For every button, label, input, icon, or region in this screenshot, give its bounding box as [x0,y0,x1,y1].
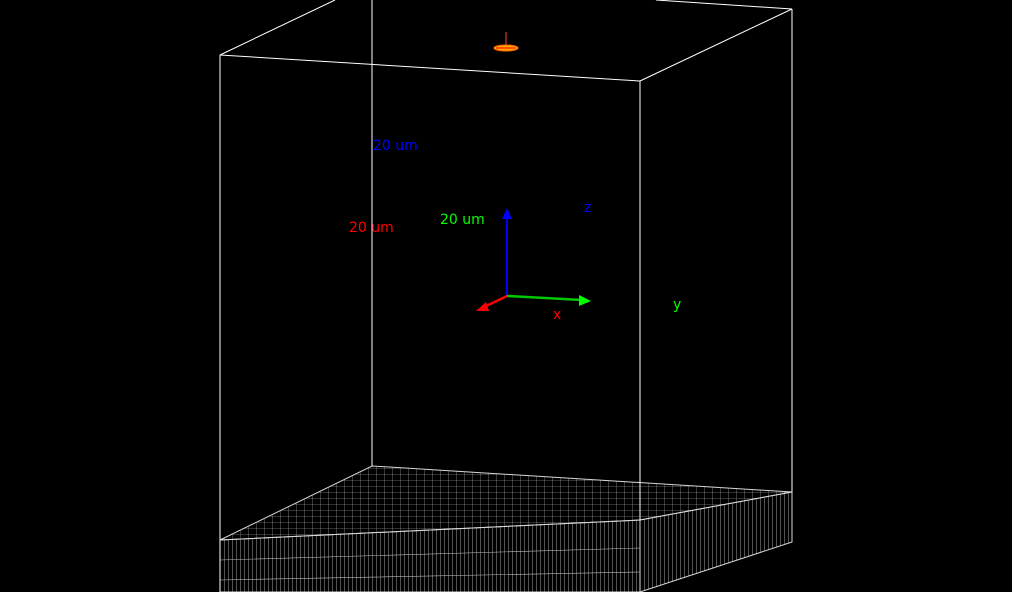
y-scale-label: 20 um [440,212,485,228]
z-axis-label: z [584,200,592,216]
axes-gizmo [476,208,591,311]
x-scale-label: 20 um [349,220,394,236]
z-scale-label: 20 um [373,138,418,154]
mesh-slab [219,465,793,592]
y-axis-line [506,294,583,302]
z-axis-arrow [502,208,512,219]
source-marker[interactable] [493,32,519,52]
x-axis-arrow [476,302,489,311]
y-axis-label: y [673,297,682,313]
x-axis-label: x [553,307,562,323]
y-axis-arrow [579,295,591,306]
world-box [219,0,793,592]
